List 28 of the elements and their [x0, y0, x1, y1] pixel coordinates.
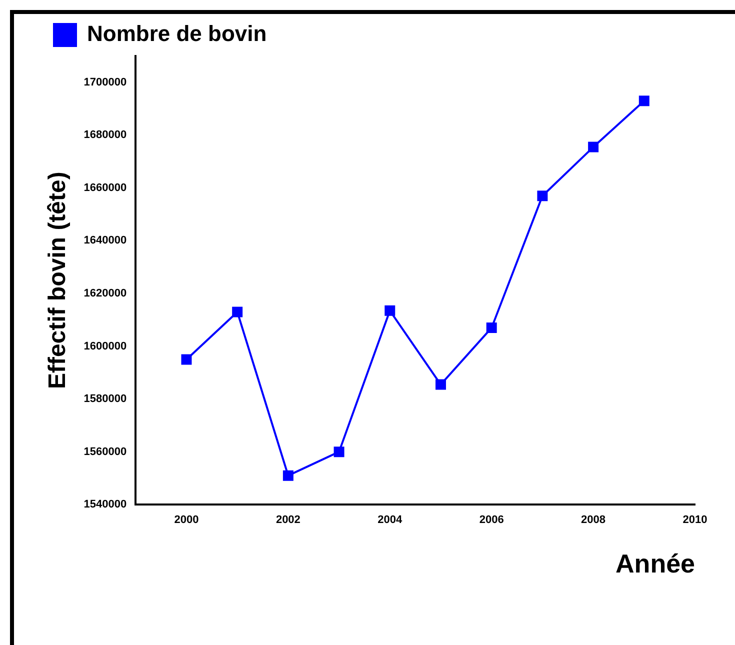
y-tick-label: 1540000 [84, 498, 127, 511]
point [232, 306, 243, 318]
y-axis-title: Effectif bovin (tête) [44, 172, 72, 389]
point [486, 322, 497, 334]
point [384, 305, 396, 316]
y-tick-label: 1620000 [84, 288, 127, 300]
point [334, 446, 344, 458]
point [181, 354, 192, 365]
y-tick-label: 1560000 [84, 446, 127, 458]
y-tick-label: 1580000 [84, 393, 127, 406]
point [638, 96, 650, 106]
x-tick-label: 2004 [378, 514, 403, 526]
x-tick-label: 2000 [174, 514, 199, 526]
y-tick-label: 1700000 [84, 76, 127, 88]
point [537, 190, 548, 202]
point [435, 379, 446, 390]
x-tick-label: 2010 [682, 514, 708, 526]
x-tick-label: 2006 [479, 514, 504, 526]
point [588, 142, 599, 152]
point [282, 470, 294, 481]
legend-label: Nombre de bovin [87, 21, 267, 46]
y-tick-label: 1660000 [84, 182, 127, 194]
x-tick-label: 2008 [581, 514, 606, 526]
x-tick-label: 2002 [276, 514, 300, 526]
y-tick-label: 1640000 [84, 234, 127, 247]
x-axis-title: Année [616, 548, 695, 579]
y-tick-label: 1600000 [84, 340, 127, 352]
y-tick-label: 1680000 [84, 129, 127, 142]
